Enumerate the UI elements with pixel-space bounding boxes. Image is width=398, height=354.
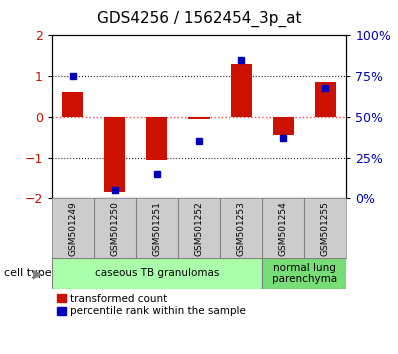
Legend: transformed count, percentile rank within the sample: transformed count, percentile rank withi… xyxy=(57,294,246,316)
Text: normal lung
parenchyma: normal lung parenchyma xyxy=(271,263,337,284)
Text: GSM501253: GSM501253 xyxy=(236,201,246,256)
Bar xyxy=(230,64,252,117)
Bar xyxy=(315,82,336,117)
Bar xyxy=(104,117,125,192)
Bar xyxy=(52,258,262,289)
Text: GSM501255: GSM501255 xyxy=(321,201,330,256)
Bar xyxy=(146,117,168,160)
Text: cell type: cell type xyxy=(4,268,52,279)
Bar xyxy=(62,92,83,117)
Text: ▶: ▶ xyxy=(33,267,43,280)
Bar xyxy=(273,117,294,135)
Bar xyxy=(262,258,346,289)
Text: GSM501249: GSM501249 xyxy=(68,201,77,256)
Text: GSM501252: GSM501252 xyxy=(195,201,203,256)
Text: GSM501251: GSM501251 xyxy=(152,201,162,256)
Text: GSM501250: GSM501250 xyxy=(110,201,119,256)
Bar xyxy=(189,117,209,119)
Text: caseous TB granulomas: caseous TB granulomas xyxy=(95,268,219,279)
Text: GDS4256 / 1562454_3p_at: GDS4256 / 1562454_3p_at xyxy=(97,11,301,27)
Text: GSM501254: GSM501254 xyxy=(279,201,288,256)
